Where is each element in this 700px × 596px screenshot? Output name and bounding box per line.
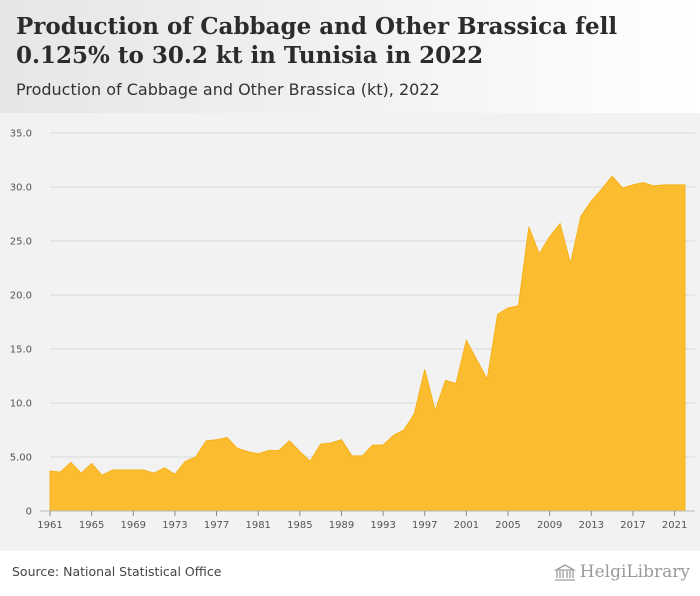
x-tick-label: 1985 (287, 520, 312, 531)
x-tick-label: 2013 (579, 520, 604, 531)
x-tick-label: 1997 (412, 520, 437, 531)
y-tick-label: 25.0 (10, 237, 32, 248)
x-tick-label: 1961 (37, 520, 62, 531)
x-tick-label: 2001 (454, 520, 479, 531)
chart-subtitle: Production of Cabbage and Other Brassica… (16, 80, 440, 99)
y-tick-label: 30.0 (10, 183, 32, 194)
y-tick-label: 10.0 (10, 399, 32, 410)
library-building-icon (553, 564, 576, 581)
helgilibrary-logo: HelgiLibrary (553, 560, 690, 584)
x-tick-label: 1989 (329, 520, 354, 531)
x-tick-label: 1973 (162, 520, 187, 531)
area-series (49, 175, 686, 512)
logo-text: HelgiLibrary (579, 562, 690, 582)
x-tick-label: 1981 (245, 520, 270, 531)
y-tick-label: 15.0 (10, 345, 32, 356)
x-tick-label: 1977 (204, 520, 229, 531)
axis-layer: 0 5.00 10.0 15.0 20.0 25.0 30.0 35.0 1961 1965 196… (10, 129, 695, 531)
x-tick-label: 1965 (79, 520, 104, 531)
x-tick-label: 2005 (495, 520, 520, 531)
y-tick-label: 35.0 (10, 129, 32, 140)
x-tick-label: 2009 (537, 520, 562, 531)
y-tick-label: 20.0 (10, 291, 32, 302)
x-tick-label: 2017 (620, 520, 645, 531)
y-tick-label: 0 (26, 507, 32, 518)
area-chart: 0 5.00 10.0 15.0 20.0 25.0 30.0 35.0 1961 1965 196… (10, 129, 695, 531)
page-title: Production of Cabbage and Other Brassica… (16, 13, 618, 69)
x-tick-label: 2021 (662, 520, 687, 531)
x-tick-label: 1969 (121, 520, 146, 531)
x-tick-label: 1993 (370, 520, 395, 531)
header-band: Production of Cabbage and Other Brassica… (0, 0, 700, 113)
area-series-fill (49, 175, 686, 512)
y-tick-label: 5.00 (10, 453, 32, 464)
source-note: Source: National Statistical Office (12, 564, 222, 579)
